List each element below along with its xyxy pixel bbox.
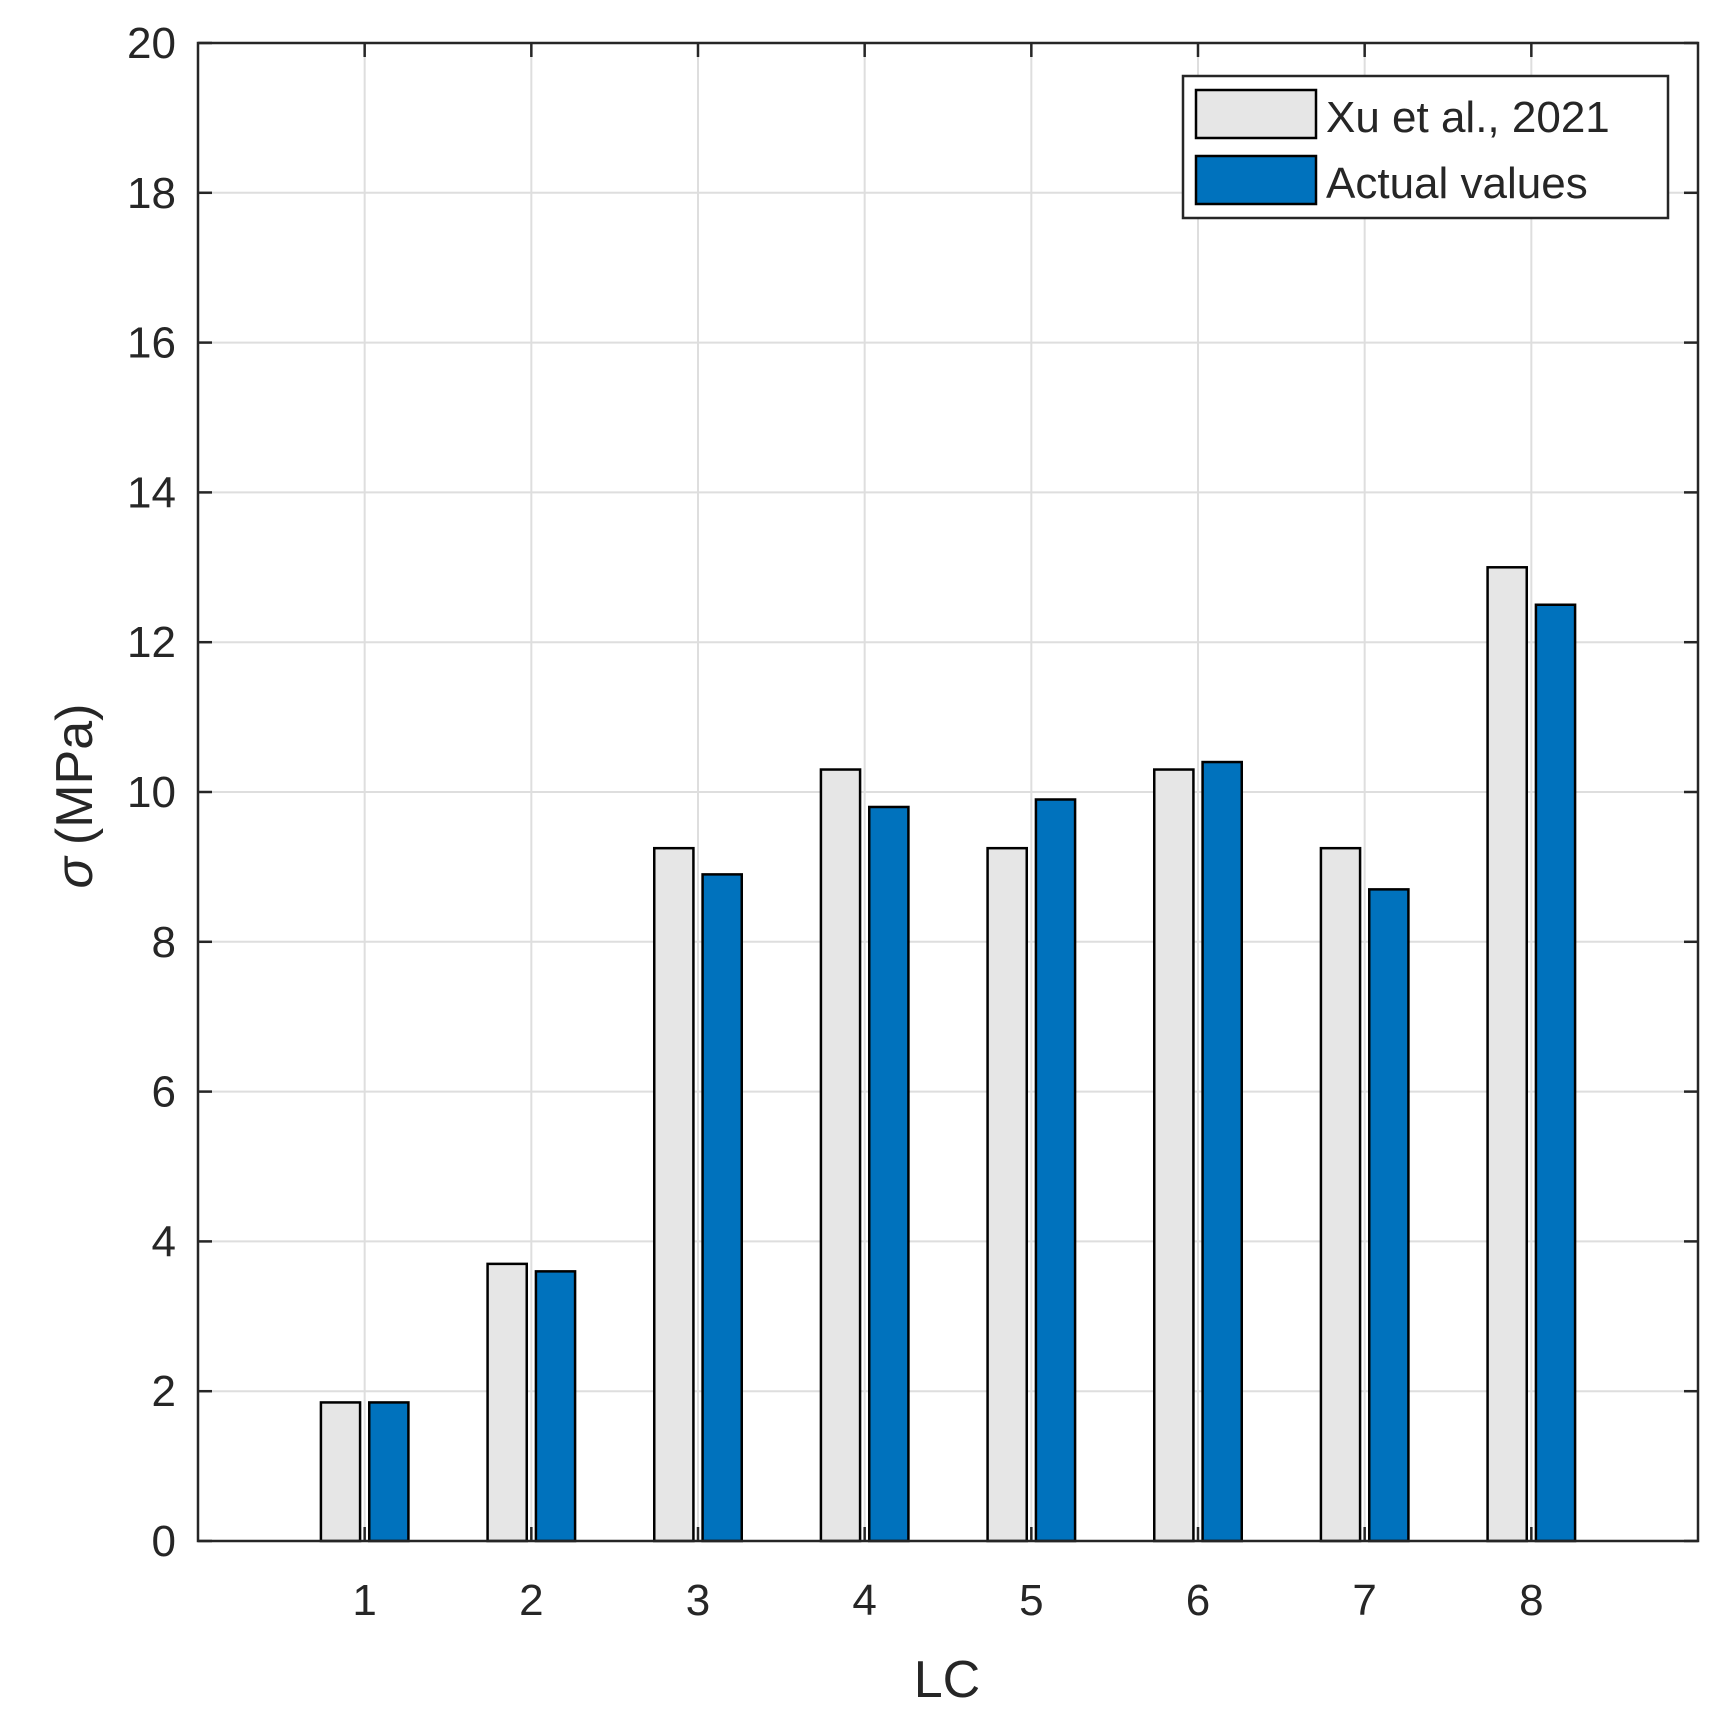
bar-series-1-lc-1 — [319, 1401, 362, 1543]
x-tick-label: 5 — [1019, 1576, 1043, 1625]
y-tick-label: 0 — [152, 1517, 176, 1566]
bar-series-2-lc-8 — [1534, 603, 1577, 1543]
y-tick-label: 18 — [127, 169, 176, 218]
x-tick-label: 2 — [519, 1576, 543, 1625]
bar-series-2-lc-2 — [534, 1270, 577, 1543]
legend-swatch-xu-et-al — [1194, 88, 1318, 140]
y-tick-label: 8 — [152, 918, 176, 967]
legend-label-xu-et-al: Xu et al., 2021 — [1326, 93, 1610, 142]
grid-lines — [198, 43, 1698, 1541]
bar-series-2-lc-6 — [1201, 760, 1244, 1543]
x-tick-label: 3 — [686, 1576, 710, 1625]
bar-series-1-lc-8 — [1486, 566, 1529, 1543]
x-axis-label: LC — [914, 1651, 980, 1709]
x-tick-label: 4 — [852, 1576, 876, 1625]
legend-label-actual-values: Actual values — [1326, 159, 1588, 208]
y-axis-label: σ (MPa) — [46, 704, 104, 889]
bar-series-2-lc-5 — [1034, 798, 1077, 1543]
legend-swatch-actual-values — [1194, 154, 1318, 206]
bar-series-1-lc-5 — [986, 846, 1028, 1543]
bar-series-2-lc-1 — [368, 1401, 410, 1543]
axes — [196, 41, 1700, 1543]
y-tick-label: 4 — [152, 1217, 176, 1266]
y-tick-label: 16 — [127, 319, 176, 368]
bar-series-2-lc-4 — [868, 805, 910, 1543]
plot-frame — [196, 41, 1700, 1543]
x-tick-label: 6 — [1186, 1576, 1210, 1625]
y-axis-symbol: σ — [46, 855, 104, 888]
bar-series-1-lc-4 — [819, 768, 862, 1543]
y-tick-label: 6 — [152, 1068, 176, 1117]
bar-series-1-lc-6 — [1153, 768, 1195, 1543]
bars — [319, 566, 1577, 1543]
y-tick-label: 20 — [127, 19, 176, 68]
y-axis-unit: (MPa) — [46, 704, 104, 846]
x-tick-label: 8 — [1519, 1576, 1543, 1625]
bar-series-1-lc-3 — [653, 846, 695, 1543]
y-tick-label: 10 — [127, 768, 176, 817]
legend: Xu et al., 2021 Actual values — [1181, 74, 1670, 220]
bar-series-2-lc-7 — [1368, 888, 1410, 1543]
y-tick-label: 2 — [152, 1367, 176, 1416]
bar-series-1-lc-2 — [486, 1262, 529, 1543]
x-tick-label: 7 — [1352, 1576, 1376, 1625]
y-tick-label: 12 — [127, 618, 176, 667]
x-tick-label: 1 — [352, 1576, 376, 1625]
bar-series-2-lc-3 — [701, 873, 743, 1543]
y-tick-label: 14 — [127, 468, 176, 517]
bar-series-1-lc-7 — [1319, 846, 1362, 1543]
